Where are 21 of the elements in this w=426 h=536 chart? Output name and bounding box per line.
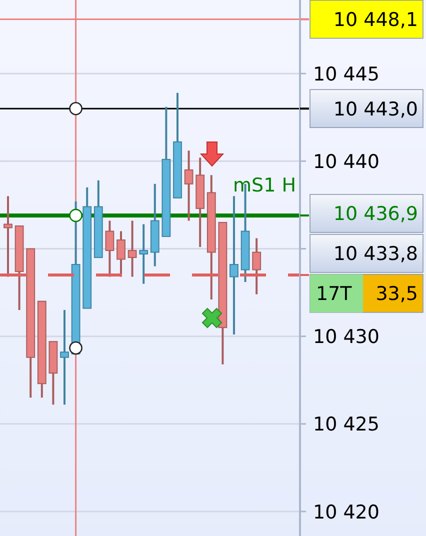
ref-line-label: 10 448,1 [333, 9, 418, 32]
text: 33,5 [376, 283, 418, 306]
y-tick-label: 10 425 [313, 414, 380, 436]
text: 17T [316, 283, 352, 306]
candlestick [139, 223, 148, 285]
annotation: mS1 H [233, 174, 296, 196]
candlestick [116, 230, 126, 278]
candlestick [252, 237, 262, 296]
candlestick [4, 195, 12, 278]
text: 10 433,8 [333, 243, 418, 266]
ref-line-label: 10 436,9 [333, 203, 418, 226]
y-tick-label: 10 420 [313, 501, 380, 524]
candlestick [105, 220, 114, 278]
candlestick [128, 220, 137, 278]
ref-line-label: 10 443,0 [333, 98, 418, 120]
y-tick-label: 10 440 [313, 150, 380, 173]
y-tick-label: 10 445 [313, 63, 380, 86]
candlestick [184, 150, 194, 222]
y-tick-label: 10 430 [313, 326, 380, 348]
candlestick [60, 309, 69, 406]
candlestick [230, 195, 238, 336]
